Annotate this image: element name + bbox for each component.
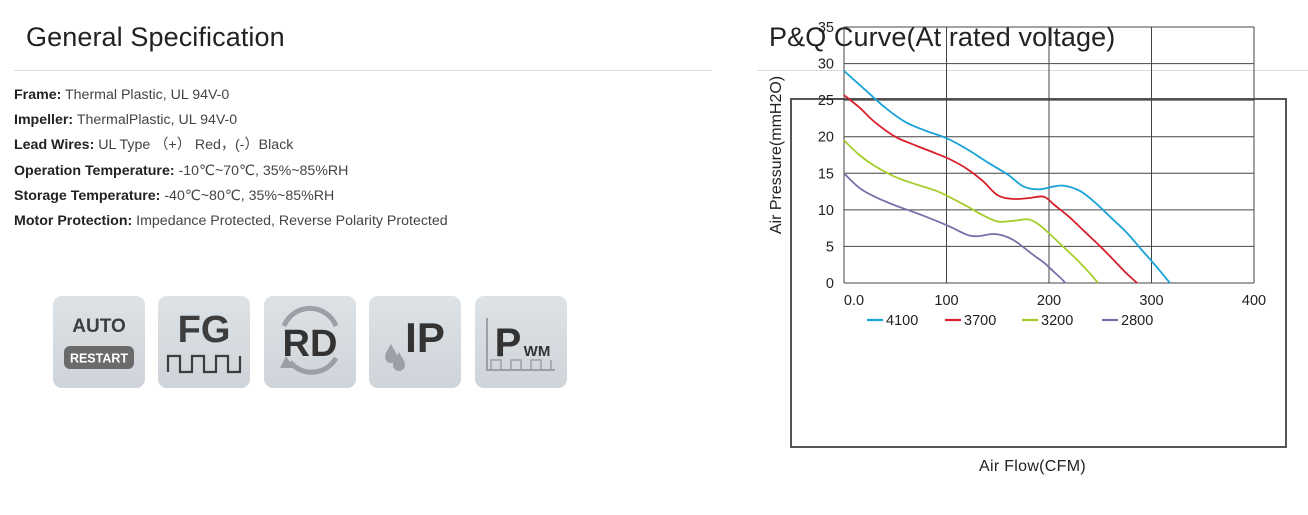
pq-chart: 0 5 10 15 20 25 30 35 0.0 100 200 300 400 Air Pressur… xyxy=(768,20,1266,329)
rd-icon: RD xyxy=(264,296,356,388)
spec-label: Operation Temperature: xyxy=(14,162,175,179)
series-line-2800 xyxy=(843,172,1067,284)
spec-value: UL Type （+） Red，(-）Black xyxy=(94,137,294,154)
series-line-3700 xyxy=(843,94,1138,284)
y-tick-label: 35 xyxy=(818,20,834,36)
series-line-4100 xyxy=(843,70,1171,284)
rd-text: RD xyxy=(283,323,338,365)
y-tick-label: 10 xyxy=(818,203,834,219)
series-line-3200 xyxy=(843,139,1099,284)
y-tick-label: 25 xyxy=(818,93,834,109)
y-tick-label: 15 xyxy=(818,166,834,182)
chart-frame xyxy=(790,98,1287,448)
spec-motor-protection: Motor Protection: Impedance Protected, R… xyxy=(14,212,448,237)
legend-label-3700: 3700 xyxy=(964,313,996,329)
x-tick-label: 0.0 xyxy=(844,293,864,309)
spec-impeller: Impeller: ThermalPlastic, UL 94V-0 xyxy=(14,111,448,136)
restart-text: RESTART xyxy=(70,352,128,366)
x-tick-label: 300 xyxy=(1139,293,1163,309)
fg-text: FG xyxy=(178,309,231,351)
spec-label: Lead Wires: xyxy=(14,137,95,154)
spec-value: -10℃~70℃, 35%~85%RH xyxy=(174,162,349,179)
y-axis-label: Air Pressure(mmH2O) xyxy=(768,76,785,234)
pq-divider xyxy=(757,70,1308,71)
spec-operation-temperature: Operation Temperature: -10℃~70℃, 35%~85%… xyxy=(14,162,448,187)
legend-label-3200: 3200 xyxy=(1041,313,1073,329)
spec-list: Frame: Thermal Plastic, UL 94V-0 Impelle… xyxy=(14,86,448,237)
spec-value: Thermal Plastic, UL 94V-0 xyxy=(61,87,230,103)
x-tick-label: 400 xyxy=(1242,293,1266,309)
spec-label: Storage Temperature: xyxy=(14,187,161,204)
spec-label: Motor Protection: xyxy=(14,212,133,229)
spec-storage-temperature: Storage Temperature: -40℃~80℃, 35%~85%RH xyxy=(14,187,448,212)
auto-restart-icon: AUTO RESTART xyxy=(53,296,145,388)
legend-label-4100: 4100 xyxy=(886,313,918,329)
pwm-p-text: P xyxy=(495,321,522,365)
x-axis-label: Air Flow(CFM) xyxy=(979,458,1086,475)
spec-label: Frame: xyxy=(14,87,62,103)
fg-icon: FG xyxy=(158,296,250,388)
x-tick-label: 200 xyxy=(1037,293,1061,309)
y-tick-label: 5 xyxy=(826,239,834,255)
spec-value: -40℃~80℃, 35%~85%RH xyxy=(160,187,335,204)
y-tick-label: 0 xyxy=(826,276,834,292)
pq-curve-section: P&Q Curve(At rated voltage) 0 5 10 15 20 25 30… xyxy=(757,0,1308,515)
spec-value: Impedance Protected, Reverse Polarity Pr… xyxy=(132,212,448,229)
pwm-icon: P WM xyxy=(475,296,567,388)
legend-label-2800: 2800 xyxy=(1121,313,1153,329)
general-specification-title: General Specification xyxy=(26,22,285,52)
ip-text: IP xyxy=(405,314,445,361)
general-specification-section: General Specification Frame: Thermal Pla… xyxy=(14,22,712,388)
auto-text: AUTO xyxy=(72,316,125,337)
ip-icon: IP xyxy=(369,296,461,388)
spec-value: ThermalPlastic, UL 94V-0 xyxy=(73,112,238,129)
y-tick-label: 30 xyxy=(818,57,834,73)
general-divider xyxy=(14,70,712,71)
spec-label: Impeller: xyxy=(14,112,74,129)
spec-lead-wires: Lead Wires: UL Type （+） Red，(-）Black xyxy=(14,136,448,161)
x-tick-label: 100 xyxy=(934,293,958,309)
spec-frame: Frame: Thermal Plastic, UL 94V-0 xyxy=(14,86,448,111)
y-tick-label: 20 xyxy=(818,130,834,146)
pwm-wm-text: WM xyxy=(524,343,551,360)
